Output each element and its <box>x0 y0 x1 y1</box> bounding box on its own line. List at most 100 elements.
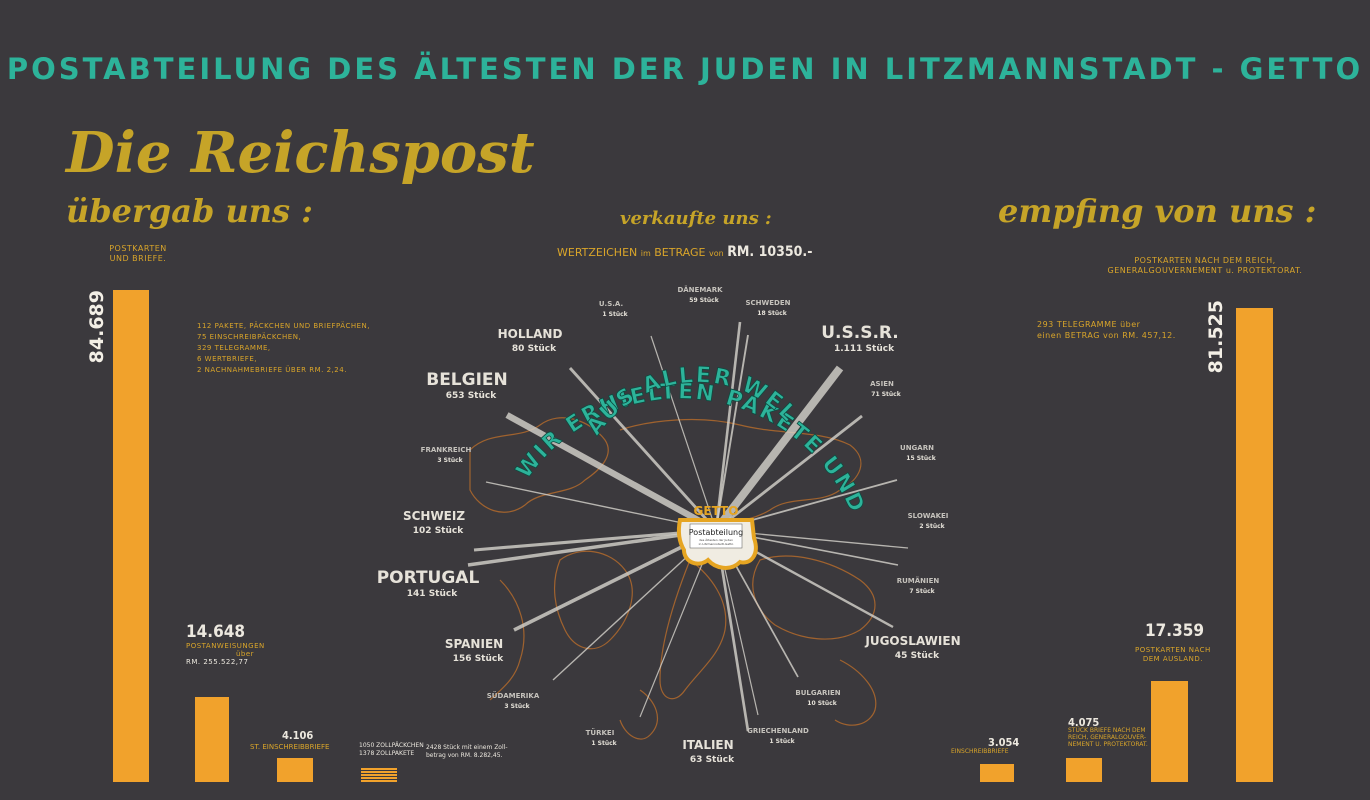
ray-asien <box>715 414 863 532</box>
left-heading: übergab uns : <box>66 192 313 230</box>
arc-text-line1: WIR ERHIELTEN PAKETE UND PÄCKCHEN <box>0 0 870 518</box>
ray-schweiz <box>473 528 717 552</box>
country-name: U.S.S.R. <box>821 323 899 343</box>
postkarten-right-label-line2: GENERALGOUVERNEMENT u. PROTEKTORAT. <box>1107 266 1303 275</box>
country-name: FRANKREICH <box>421 446 472 454</box>
stamp-sales: WERTZEICHEN im BETRAGE von RM. 10350.- <box>557 244 812 260</box>
country-count: 18 Stück <box>757 310 787 317</box>
zoll-note1: 2428 Stück mit einem Zoll- <box>426 744 508 751</box>
stamp-box-line1: Postabteilung <box>689 528 743 537</box>
briefe-right-label-line3: NEMENT U. PROTEKTORAT. <box>1068 741 1148 748</box>
ray-belgien <box>505 412 718 533</box>
right-heading: empfing von uns : <box>998 192 1317 230</box>
country-count: 1 Stück <box>769 738 795 745</box>
einschreib-right-label: EINSCHREIBBRIEFE <box>951 748 1009 755</box>
country-name: ITALIEN <box>682 738 733 752</box>
bar-postanweisungen <box>195 696 229 782</box>
ausland-label: POSTKARTEN NACH DEM AUSLAND. <box>1135 646 1211 664</box>
ray-u-s-a- <box>650 335 717 531</box>
einschreib-left-value: 4.106 <box>282 729 314 742</box>
telegramme-note: 293 TELEGRAMME über einen BETRAG von RM.… <box>1037 319 1176 341</box>
postanweisungen-label: POSTANWEISUNGEN über RM. 255.522,77 <box>186 642 265 666</box>
ausland-label-line1: POSTKARTEN NACH <box>1135 646 1211 654</box>
stamp-sales-mid2: BETRAGE <box>654 246 706 259</box>
postkarten-right-label: POSTKARTEN NACH DEM REICH, GENERALGOUVER… <box>1100 256 1310 276</box>
country-name: SCHWEDEN <box>746 299 791 307</box>
country-name: GRIECHENLAND <box>747 727 809 735</box>
zoll-labels: 1050 ZOLLPÄCKCHEN 1378 ZOLLPAKETE <box>359 742 424 758</box>
postkarten-label-line1: POSTKARTEN <box>109 244 167 253</box>
country-count: 15 Stück <box>906 455 936 462</box>
left-list-item: 2 NACHNAHMEBRIEFE ÜBER RM. 2,24. <box>197 366 347 374</box>
map-outline <box>752 555 876 640</box>
bar-postkarten-ausland <box>1151 681 1188 782</box>
country-name: UNGARN <box>900 444 934 452</box>
zoll-line2: 1378 ZOLLPAKETE <box>359 750 415 757</box>
zoll-note2: betrag von RM. 8.282,45. <box>426 752 503 759</box>
country-count: 141 Stück <box>407 589 458 599</box>
country-name: RUMÄNIEN <box>897 576 940 585</box>
postanweisungen-label-line3: RM. 255.522,77 <box>186 658 249 666</box>
country-name: SCHWEIZ <box>403 509 465 523</box>
bar-einschreibbriefe-left <box>277 758 313 782</box>
left-list-item: 329 TELEGRAMME, <box>197 344 271 352</box>
country-count: 653 Stück <box>446 391 497 401</box>
ray-holland <box>568 367 718 531</box>
country-name: BELGIEN <box>426 370 508 390</box>
ray-u-s-s-r- <box>712 365 844 533</box>
telegramme-line2: einen BETRAG von RM. 457,12. <box>1037 331 1176 340</box>
bar-einschreibbriefe-right <box>980 764 1014 782</box>
postkarten-label: POSTKARTEN UND BRIEFE. <box>102 244 174 264</box>
country-count: 3 Stück <box>504 703 530 710</box>
postkarten-label-line2: UND BRIEFE. <box>109 254 167 263</box>
bar-postkarten-briefe <box>113 290 149 782</box>
postanweisungen-value: 14.648 <box>186 622 246 642</box>
bar-zoll <box>361 767 397 782</box>
page-title: POSTABTEILUNG DES ÄLTESTEN DER JUDEN IN … <box>6 52 1364 86</box>
country-count: 1 Stück <box>602 311 628 318</box>
einschreib-left-label: ST. EINSCHREIBBRIEFE <box>250 743 330 751</box>
country-name: BULGARIEN <box>795 689 840 697</box>
country-name: TÜRKEI <box>586 728 615 737</box>
center-heading: verkaufte uns : <box>620 208 772 229</box>
country-name: PORTUGAL <box>377 568 480 588</box>
telegramme-line1: 293 TELEGRAMME über <box>1037 320 1141 329</box>
bar-briefe-reich <box>1066 758 1102 782</box>
stamp-box <box>689 523 743 549</box>
postanweisungen-label-line1: POSTANWEISUNGEN <box>186 642 265 650</box>
stamp-sales-amount: RM. 10350.- <box>727 244 813 260</box>
country-count: 3 Stück <box>437 457 463 464</box>
zoll-line1: 1050 ZOLLPÄCKCHEN <box>359 742 424 749</box>
country-count: 10 Stück <box>807 700 837 707</box>
country-name: SÜDAMERIKA <box>487 691 540 700</box>
left-list: 112 PAKETE, PÄCKCHEN UND BRIEFPÄCHEN, 75… <box>197 321 370 376</box>
country-count: 71 Stück <box>871 391 901 398</box>
country-name: ASIEN <box>870 380 894 388</box>
country-count: 102 Stück <box>413 526 464 536</box>
ausland-value: 17.359 <box>1145 621 1205 641</box>
einschreib-right-value: 3.054 <box>988 736 1020 749</box>
ray-portugal <box>467 528 717 567</box>
stamp-box-line2: des Ältesten der Juden <box>699 537 733 542</box>
left-list-item: 112 PAKETE, PÄCKCHEN UND BRIEFPÄCHEN, <box>197 322 371 330</box>
getto-stamp: GETTO Postabteilung des Ältesten der Jud… <box>676 504 758 570</box>
country-name: SPANIEN <box>445 637 503 651</box>
country-name: SLOWAKEI <box>908 512 949 520</box>
map-outline <box>619 689 658 740</box>
map-outline <box>834 659 877 726</box>
country-labels: U.S.A. 1 Stück DÄNEMARK 59 Stück SCHWEDEN 18 … <box>377 285 961 765</box>
ray-d-nemark <box>714 321 742 531</box>
map-outline <box>659 559 727 700</box>
country-name: JUGOSLAWIEN <box>864 634 960 648</box>
bar-postkarten-reich <box>1236 308 1273 782</box>
country-count: 1 Stück <box>591 740 617 747</box>
stamp-sales-mid3: von <box>708 249 724 258</box>
country-name: U.S.A. <box>599 300 623 308</box>
country-count: 156 Stück <box>453 654 504 664</box>
country-count: 63 Stück <box>690 755 735 765</box>
briefe-right-label-line1: STÜCK BRIEFE NACH DEM <box>1068 727 1146 734</box>
briefe-right-value: 4.075 <box>1068 716 1100 729</box>
map-outline <box>489 579 525 701</box>
